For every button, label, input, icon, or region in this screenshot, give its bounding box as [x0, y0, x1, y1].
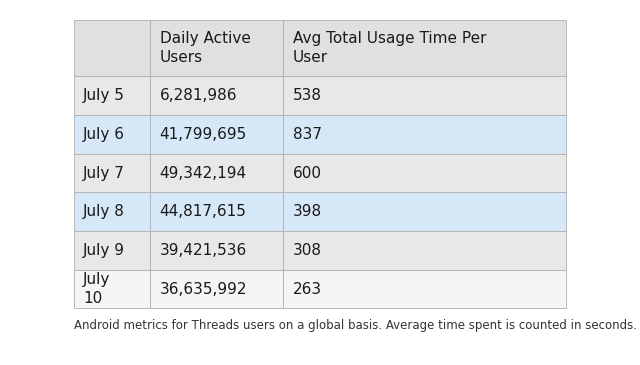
FancyBboxPatch shape — [283, 76, 566, 115]
Text: July 5: July 5 — [83, 88, 125, 103]
Text: July 9: July 9 — [83, 243, 125, 258]
FancyBboxPatch shape — [74, 115, 150, 154]
FancyBboxPatch shape — [283, 20, 566, 76]
Text: July
10: July 10 — [83, 272, 111, 306]
Text: 39,421,536: 39,421,536 — [159, 243, 247, 258]
FancyBboxPatch shape — [150, 115, 283, 154]
Text: 41,799,695: 41,799,695 — [159, 127, 247, 142]
FancyBboxPatch shape — [74, 231, 150, 270]
Text: 44,817,615: 44,817,615 — [159, 204, 246, 219]
Text: 837: 837 — [292, 127, 322, 142]
Text: 398: 398 — [292, 204, 322, 219]
FancyBboxPatch shape — [283, 270, 566, 308]
Text: 308: 308 — [292, 243, 322, 258]
FancyBboxPatch shape — [150, 270, 283, 308]
FancyBboxPatch shape — [74, 76, 150, 115]
FancyBboxPatch shape — [74, 192, 150, 231]
Text: 263: 263 — [292, 281, 322, 297]
Text: 36,635,992: 36,635,992 — [159, 281, 247, 297]
Text: July 8: July 8 — [83, 204, 125, 219]
FancyBboxPatch shape — [150, 76, 283, 115]
FancyBboxPatch shape — [283, 231, 566, 270]
Text: July 7: July 7 — [83, 165, 125, 181]
FancyBboxPatch shape — [74, 20, 150, 76]
FancyBboxPatch shape — [283, 154, 566, 192]
FancyBboxPatch shape — [74, 270, 150, 308]
FancyBboxPatch shape — [150, 154, 283, 192]
FancyBboxPatch shape — [283, 115, 566, 154]
Text: 538: 538 — [292, 88, 322, 103]
Text: July 6: July 6 — [83, 127, 125, 142]
Text: Avg Total Usage Time Per
User: Avg Total Usage Time Per User — [292, 31, 486, 65]
Text: 600: 600 — [292, 165, 322, 181]
Text: Daily Active
Users: Daily Active Users — [159, 31, 250, 65]
FancyBboxPatch shape — [150, 231, 283, 270]
FancyBboxPatch shape — [283, 192, 566, 231]
Text: Android metrics for Threads users on a global basis. Average time spent is count: Android metrics for Threads users on a g… — [74, 319, 640, 333]
Text: 49,342,194: 49,342,194 — [159, 165, 246, 181]
FancyBboxPatch shape — [74, 154, 150, 192]
Text: 6,281,986: 6,281,986 — [159, 88, 237, 103]
FancyBboxPatch shape — [150, 20, 283, 76]
FancyBboxPatch shape — [150, 192, 283, 231]
